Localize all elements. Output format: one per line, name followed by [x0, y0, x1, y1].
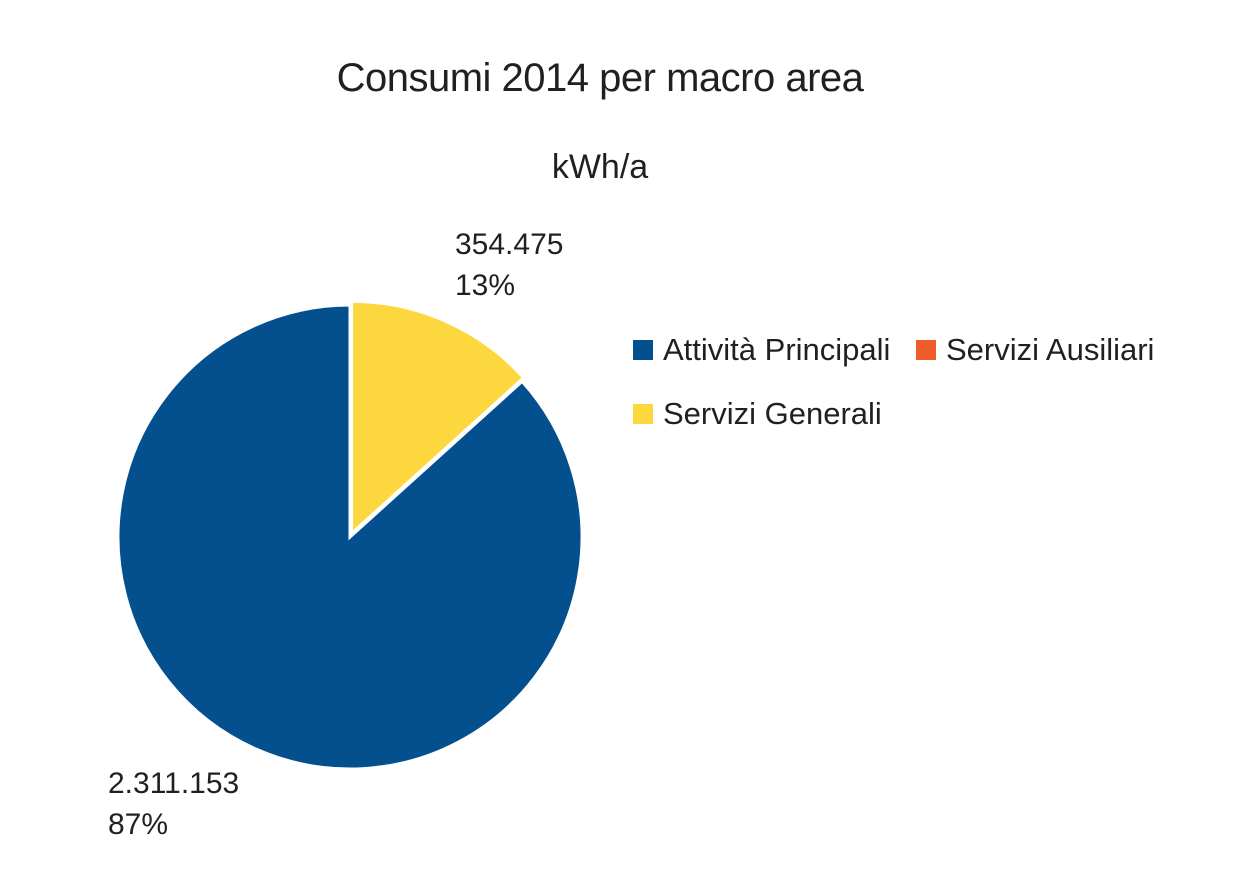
chart-title: Consumi 2014 per macro area — [336, 56, 864, 100]
legend-item-attivita-principali: Attività Principali — [633, 332, 890, 368]
data-label-value: 2.311.153 — [108, 767, 239, 800]
legend-label: Servizi Ausiliari — [946, 332, 1155, 367]
legend-label: Servizi Generali — [663, 396, 882, 431]
chart-subtitle: kWh/a — [551, 148, 649, 186]
pie-slice-servizi-generali — [350, 299, 526, 537]
legend-swatch — [633, 404, 653, 424]
data-label-percent: 87% — [108, 808, 168, 841]
legend-swatch — [633, 340, 653, 360]
pie-slice-attivit-principali — [116, 303, 584, 771]
legend-item-servizi-ausiliari: Servizi Ausiliari — [916, 332, 1154, 368]
legend-swatch — [916, 340, 936, 360]
data-label-value: 354.475 — [455, 228, 563, 261]
legend-label: Attività Principali — [663, 332, 891, 367]
data-label-percent: 13% — [455, 269, 515, 302]
legend-item-servizi-generali: Servizi Generali — [633, 396, 882, 432]
